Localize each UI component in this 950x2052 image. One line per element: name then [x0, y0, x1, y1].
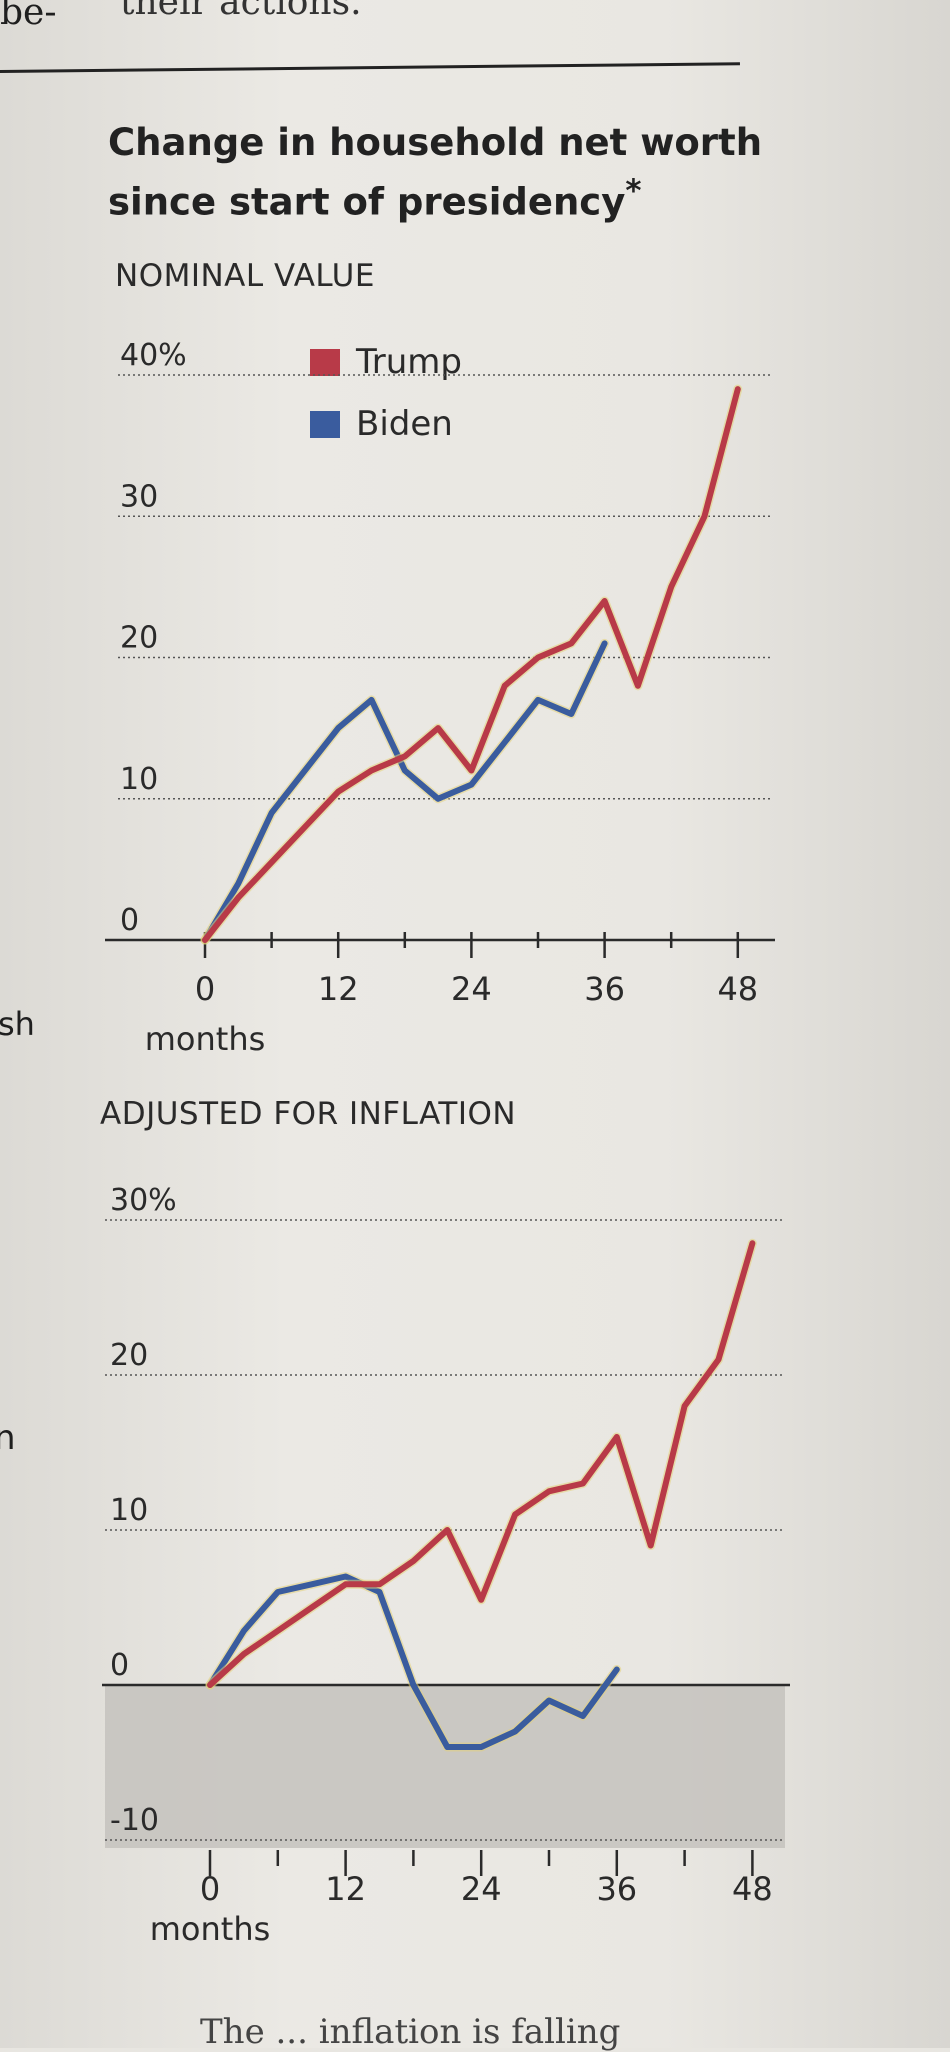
footnote-mark: *	[625, 173, 642, 209]
x-tick-label: 36	[584, 970, 625, 1008]
legend-item-biden: Biden	[310, 404, 453, 444]
x-tick-label: 0	[200, 1870, 220, 1908]
y-tick-label: 0	[110, 1648, 129, 1683]
y-tick-label: 10	[120, 762, 158, 797]
legend-label-biden: Biden	[356, 404, 453, 444]
article-text-fragment-side-2: n	[0, 1418, 16, 1458]
inflation-panel-label: ADJUSTED FOR INFLATION	[100, 1096, 517, 1132]
y-tick-label: 20	[120, 621, 158, 656]
article-text-fragment-bottom: The ... inflation is falling	[200, 2012, 621, 2052]
series-line-trump	[207, 1240, 756, 1688]
nominal-panel-label: NOMINAL VALUE	[115, 258, 375, 294]
legend-swatch-biden	[310, 410, 340, 438]
negative-region-shading	[105, 1685, 785, 1848]
y-tick-label: 0	[120, 903, 139, 938]
article-text-fragment-top: their actions.	[120, 0, 362, 23]
x-tick-label: 12	[318, 970, 359, 1008]
y-tick-label: 10	[110, 1493, 148, 1528]
series-line-biden	[207, 1573, 620, 1750]
article-text-fragment-left: be-	[0, 0, 57, 33]
y-tick-label: -10	[110, 1803, 159, 1838]
chart-title: Change in household net worth since star…	[108, 118, 768, 226]
x-axis-label: months	[150, 1910, 271, 1948]
x-tick-label: 24	[461, 1870, 502, 1908]
chart-title-text: Change in household net worth since star…	[108, 121, 763, 224]
legend-swatch-trump	[310, 348, 340, 376]
x-tick-label: 12	[325, 1870, 366, 1908]
series-halo-trump	[200, 384, 743, 945]
series-halo-biden	[200, 638, 610, 945]
x-axis-label: months	[145, 1020, 266, 1058]
series-line-trump	[202, 386, 741, 943]
series-line-biden	[202, 640, 608, 943]
x-tick-label: 36	[596, 1870, 637, 1908]
y-tick-label: 30	[120, 479, 158, 514]
y-tick-label: 40%	[120, 338, 187, 373]
article-text-fragment-side: sh	[0, 1005, 35, 1043]
y-tick-label: 30%	[110, 1183, 177, 1218]
x-tick-label: 24	[451, 970, 492, 1008]
y-tick-label: 20	[110, 1338, 148, 1373]
x-tick-label: 48	[732, 1870, 773, 1908]
x-tick-label: 0	[195, 970, 215, 1008]
x-tick-label: 48	[717, 970, 758, 1008]
